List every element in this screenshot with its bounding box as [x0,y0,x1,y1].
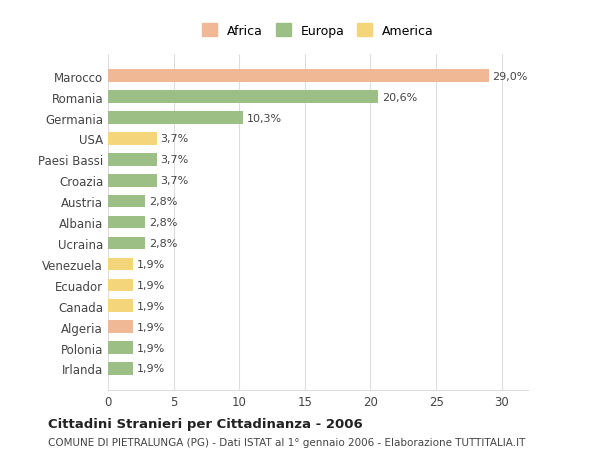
Text: 1,9%: 1,9% [137,280,165,290]
Bar [108,174,157,187]
Text: COMUNE DI PIETRALUNGA (PG) - Dati ISTAT al 1° gennaio 2006 - Elaborazione TUTTIT: COMUNE DI PIETRALUNGA (PG) - Dati ISTAT … [48,437,526,447]
Bar [108,133,157,146]
Bar [108,216,145,229]
Bar [108,363,133,375]
Text: 1,9%: 1,9% [137,301,165,311]
Bar [108,237,145,250]
Text: Cittadini Stranieri per Cittadinanza - 2006: Cittadini Stranieri per Cittadinanza - 2… [48,417,363,430]
Text: 29,0%: 29,0% [493,72,528,82]
Bar [108,154,157,166]
Text: 1,9%: 1,9% [137,322,165,332]
Bar [108,300,133,312]
Bar [108,279,133,291]
Text: 3,7%: 3,7% [161,155,189,165]
Bar [108,341,133,354]
Text: 2,8%: 2,8% [149,239,177,248]
Bar [108,258,133,271]
Text: 10,3%: 10,3% [247,113,282,123]
Text: 1,9%: 1,9% [137,343,165,353]
Text: 2,8%: 2,8% [149,218,177,228]
Text: 3,7%: 3,7% [161,134,189,144]
Text: 2,8%: 2,8% [149,197,177,207]
Bar [108,112,243,124]
Bar [108,70,488,83]
Text: 1,9%: 1,9% [137,364,165,374]
Text: 1,9%: 1,9% [137,259,165,269]
Bar [108,196,145,208]
Bar [108,91,379,104]
Text: 3,7%: 3,7% [161,176,189,186]
Bar [108,321,133,333]
Legend: Africa, Europa, America: Africa, Europa, America [196,18,440,44]
Text: 20,6%: 20,6% [382,92,418,102]
